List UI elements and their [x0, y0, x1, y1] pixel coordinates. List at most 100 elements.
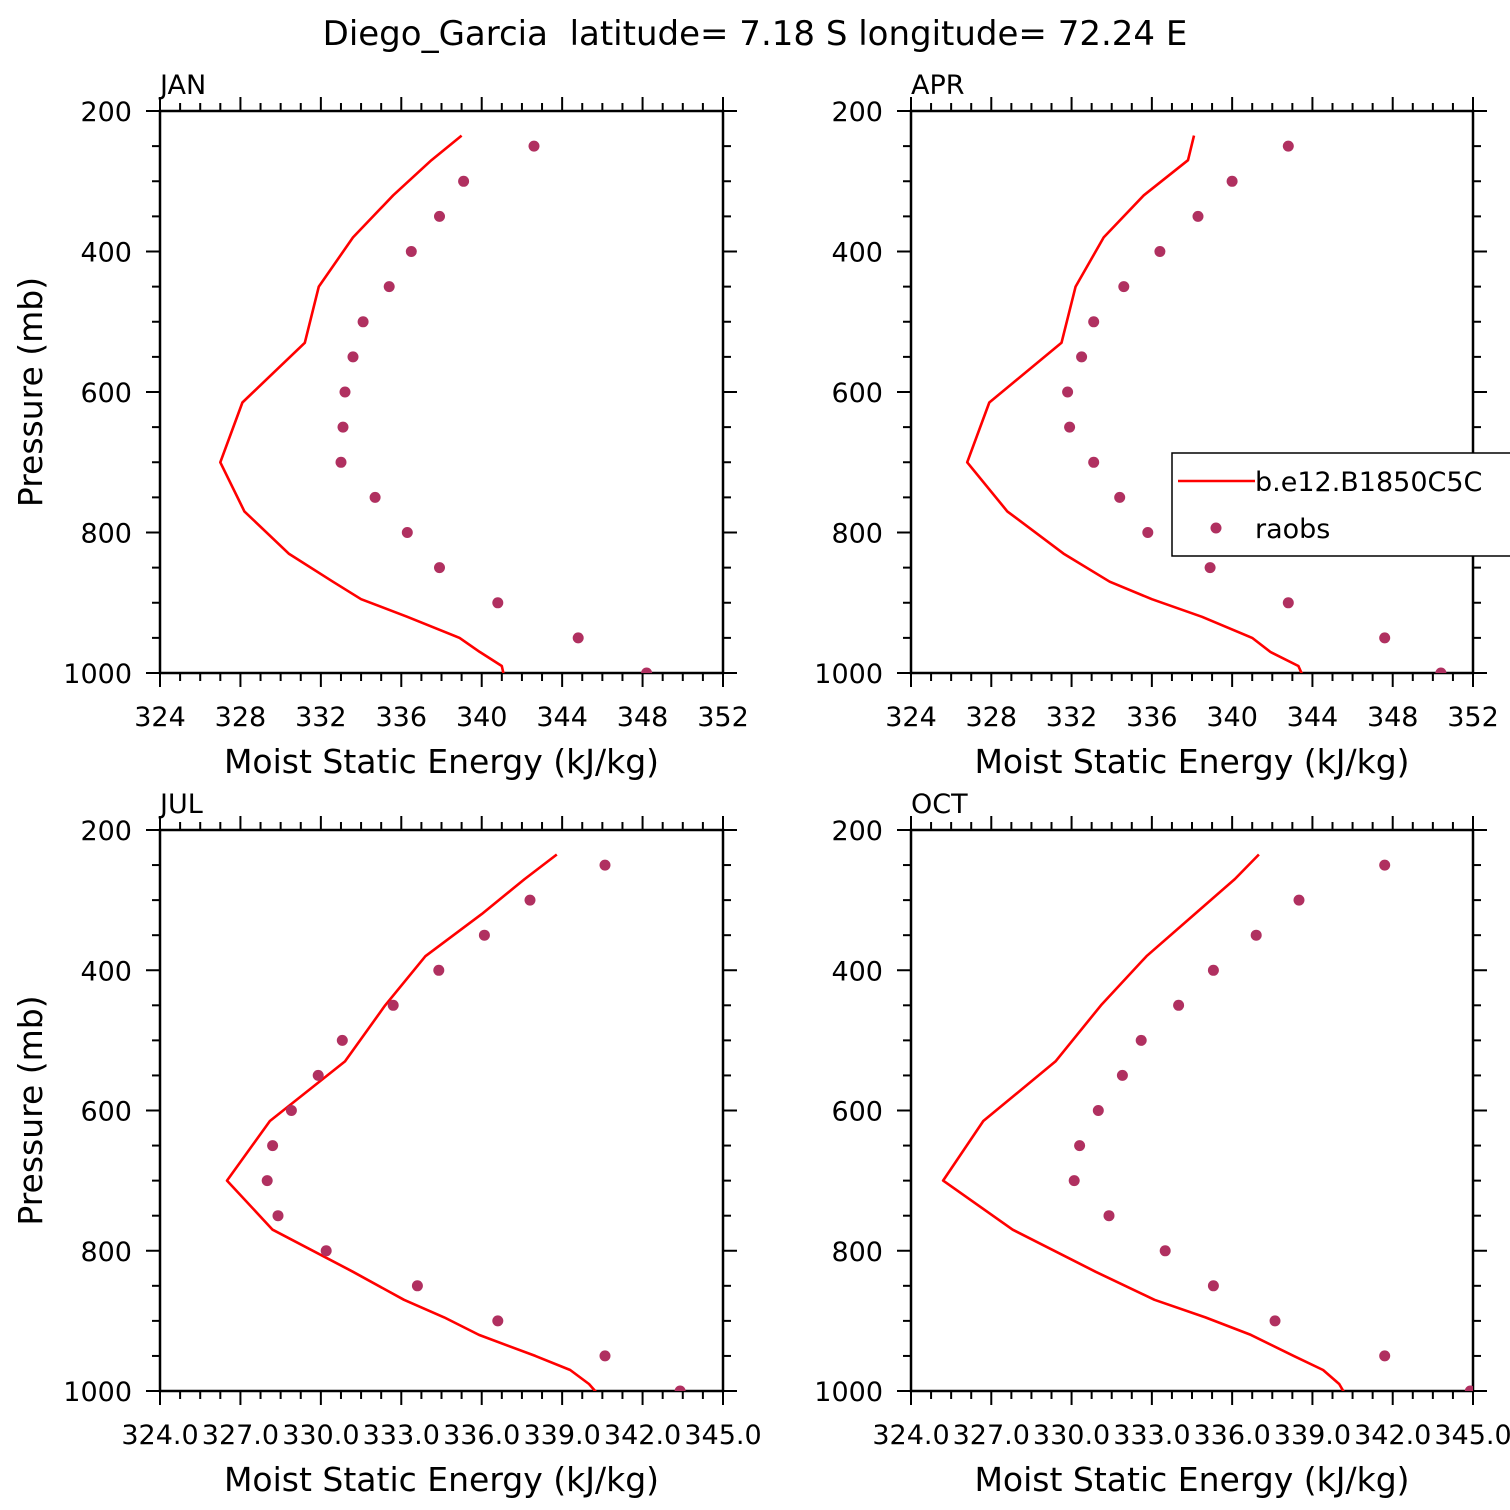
- plot-frame: [158, 109, 725, 675]
- panel-jul: 324.0 327.0 330.0 333.0 336.0 339.0 342.0 345.0…: [11, 789, 762, 1499]
- y-tick-label: 1000: [63, 659, 132, 690]
- data-point-raobs: [1062, 386, 1074, 398]
- data-point-raobs: [1173, 999, 1185, 1011]
- x-tick-label: 328: [966, 702, 1018, 733]
- data-point-raobs: [492, 597, 504, 609]
- y-tick-label: 800: [831, 519, 883, 550]
- data-point-raobs: [1293, 894, 1305, 906]
- data-point-raobs: [478, 929, 490, 941]
- data-point-raobs: [1435, 667, 1447, 673]
- data-layer: [941, 853, 1473, 1391]
- data-point-raobs: [434, 210, 445, 222]
- x-tick-label: 336.0: [1193, 1420, 1270, 1451]
- y-tick-label: 800: [831, 1237, 883, 1268]
- x-tick-label: 332: [1046, 702, 1098, 733]
- x-tick-label: 324.0: [121, 1420, 198, 1451]
- data-point-raobs: [347, 351, 359, 363]
- data-point-raobs: [1192, 210, 1204, 222]
- y-tick-label: 400: [831, 956, 883, 987]
- x-axis-label: Moist Static Energy (kJ/kg): [224, 742, 659, 781]
- x-tick-label: 344: [536, 702, 588, 733]
- data-point-raobs: [1464, 1385, 1473, 1391]
- x-tick-label: 340: [456, 702, 508, 733]
- series-line-model: [941, 853, 1345, 1391]
- data-point-raobs: [433, 964, 445, 976]
- x-axis-label: Moist Static Energy (kJ/kg): [224, 1460, 659, 1499]
- data-point-raobs: [267, 1140, 279, 1152]
- series-line-model: [219, 134, 505, 673]
- data-point-raobs: [1379, 632, 1391, 644]
- data-point-raobs: [1159, 1245, 1171, 1257]
- x-tick-label: 345.0: [1434, 1420, 1510, 1451]
- data-point-raobs: [1207, 964, 1219, 976]
- x-tick-label: 330.0: [282, 1420, 359, 1451]
- y-tick-label: 1000: [814, 1377, 883, 1408]
- x-tick-label: 352: [1447, 702, 1499, 733]
- panel-label: JAN: [158, 70, 206, 101]
- data-point-raobs: [1074, 1140, 1086, 1152]
- x-tick-label: 348: [1367, 702, 1419, 733]
- x-tick-label: 333.0: [363, 1420, 440, 1451]
- panel-label: JUL: [158, 789, 203, 820]
- y-tick-label: 1000: [63, 1377, 132, 1408]
- legend-box: [1171, 452, 1510, 557]
- x-tick-label: 324.0: [872, 1420, 949, 1451]
- data-point-raobs: [336, 1034, 348, 1046]
- data-point-raobs: [1250, 929, 1262, 941]
- data-point-raobs: [1154, 246, 1166, 257]
- x-tick-label: 339.0: [523, 1420, 600, 1451]
- data-point-raobs: [401, 527, 413, 538]
- x-tick-label: 332: [295, 702, 347, 733]
- data-point-raobs: [1064, 421, 1076, 433]
- data-point-raobs: [434, 562, 445, 574]
- data-point-raobs: [1092, 1105, 1104, 1116]
- data-point-raobs: [1114, 491, 1126, 503]
- data-point-raobs: [320, 1245, 332, 1257]
- data-point-raobs: [1118, 281, 1130, 293]
- data-point-raobs: [1282, 140, 1294, 152]
- data-point-raobs: [1282, 597, 1294, 609]
- y-tick-label: 400: [80, 956, 132, 987]
- x-tick-label: 336: [1126, 702, 1178, 733]
- x-tick-label: 342.0: [1354, 1420, 1431, 1451]
- y-tick-label: 200: [80, 816, 132, 847]
- data-layer: [219, 134, 653, 673]
- y-tick-label: 200: [831, 97, 883, 128]
- data-layer: [965, 135, 1447, 673]
- data-point-raobs: [1379, 859, 1391, 871]
- data-point-raobs: [1226, 175, 1238, 187]
- data-point-raobs: [492, 1315, 504, 1327]
- panel-jan: 324 328 332 336 340 344 348 352 200 400 600 800 1000…: [11, 70, 749, 781]
- panel-label: OCT: [911, 789, 968, 820]
- panel-label: APR: [911, 70, 965, 101]
- legend-label-model: b.e12.B1850C5C: [1255, 467, 1482, 498]
- data-point-raobs: [674, 1385, 686, 1391]
- y-tick-label: 1000: [814, 659, 883, 690]
- x-tick-label: 352: [697, 702, 749, 733]
- x-tick-label: 348: [617, 702, 669, 733]
- y-tick-label: 600: [80, 1097, 132, 1128]
- x-tick-label: 344: [1287, 702, 1339, 733]
- y-axis-label: Pressure (mb): [11, 277, 50, 507]
- x-tick-label: 336: [376, 702, 428, 733]
- x-tick-label: 339.0: [1274, 1420, 1351, 1451]
- x-axis-label: Moist Static Energy (kJ/kg): [974, 1460, 1409, 1499]
- x-axis-label: Moist Static Energy (kJ/kg): [974, 742, 1409, 781]
- data-point-raobs: [405, 246, 417, 257]
- data-point-raobs: [1103, 1210, 1115, 1222]
- plot-frame: [158, 828, 725, 1393]
- y-tick-label: 400: [80, 238, 132, 269]
- data-point-raobs: [1142, 527, 1154, 538]
- data-point-raobs: [599, 1350, 611, 1362]
- x-tick-label: 330.0: [1033, 1420, 1110, 1451]
- data-point-raobs: [261, 1175, 273, 1187]
- x-tick-label: 324: [134, 702, 186, 733]
- data-point-raobs: [1204, 562, 1216, 574]
- y-tick-label: 600: [80, 378, 132, 409]
- x-tick-label: 342.0: [604, 1420, 681, 1451]
- data-point-raobs: [387, 999, 399, 1011]
- x-tick-label: 345.0: [684, 1420, 761, 1451]
- x-tick-label: 324: [885, 702, 937, 733]
- data-point-raobs: [383, 281, 395, 293]
